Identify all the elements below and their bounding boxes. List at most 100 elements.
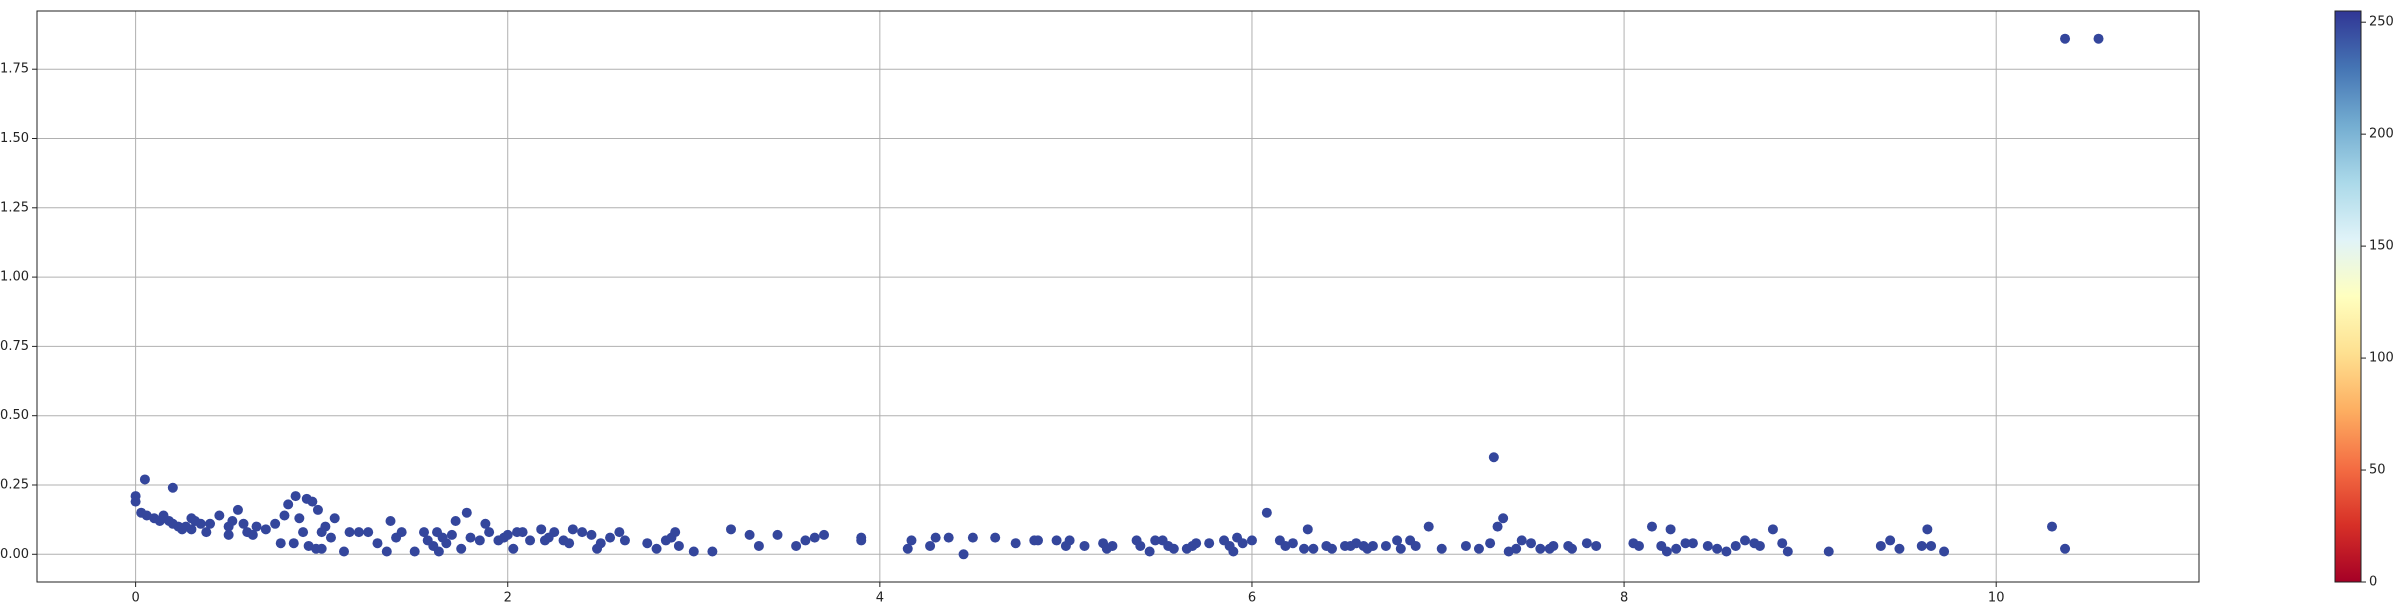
x-tick-label: 10 <box>1988 591 2005 605</box>
point <box>1894 543 1905 554</box>
point <box>312 504 323 515</box>
point <box>1939 546 1950 557</box>
point <box>1566 543 1577 554</box>
point <box>800 535 811 546</box>
point <box>772 529 783 540</box>
point <box>338 546 349 557</box>
point <box>307 496 318 507</box>
x-tick-label: 2 <box>504 591 512 605</box>
point <box>1548 540 1559 551</box>
point <box>227 516 238 527</box>
point <box>316 543 327 554</box>
point <box>753 540 764 551</box>
point <box>1191 538 1202 549</box>
y-tick-label: 0.50 <box>0 408 29 423</box>
point <box>1436 543 1447 554</box>
point <box>223 529 234 540</box>
point <box>446 529 457 540</box>
point <box>1498 513 1509 524</box>
point <box>1492 521 1503 532</box>
point <box>1754 540 1765 551</box>
x-tick-label: 0 <box>131 591 139 605</box>
point <box>461 507 472 518</box>
point <box>385 516 396 527</box>
point <box>707 546 718 557</box>
point <box>2060 543 2071 554</box>
point <box>1922 524 1933 535</box>
point <box>325 532 336 543</box>
point <box>1380 540 1391 551</box>
colorbar-tick-label: 250 <box>2369 15 2394 30</box>
x-tick-label: 6 <box>1248 591 1256 605</box>
point <box>205 518 216 529</box>
point <box>1526 538 1537 549</box>
point <box>1823 546 1834 557</box>
point <box>1237 538 1248 549</box>
colorbar-tick-label: 0 <box>2369 575 2377 590</box>
point <box>1767 524 1778 535</box>
point <box>967 532 978 543</box>
point <box>688 546 699 557</box>
point <box>1032 535 1043 546</box>
point <box>130 496 141 507</box>
point <box>1488 452 1499 463</box>
point <box>614 527 625 538</box>
point <box>1204 538 1215 549</box>
point <box>474 535 485 546</box>
point <box>484 527 495 538</box>
point <box>1460 540 1471 551</box>
x-tick-label: 8 <box>1620 591 1628 605</box>
point <box>1261 507 1272 518</box>
point <box>809 532 820 543</box>
point <box>1646 521 1657 532</box>
point <box>819 529 830 540</box>
point <box>1885 535 1896 546</box>
point <box>2093 33 2104 44</box>
point <box>549 527 560 538</box>
point <box>791 540 802 551</box>
point <box>1246 535 1257 546</box>
point <box>1661 546 1672 557</box>
point <box>290 491 301 502</box>
point <box>1591 540 1602 551</box>
point <box>433 546 444 557</box>
point <box>1712 543 1723 554</box>
point <box>1144 546 1155 557</box>
point <box>1299 543 1310 554</box>
point <box>567 524 578 535</box>
point <box>1926 540 1937 551</box>
point <box>1535 543 1546 554</box>
point <box>1782 546 1793 557</box>
point <box>2060 33 2071 44</box>
point <box>1107 540 1118 551</box>
point <box>1680 538 1691 549</box>
point <box>1287 538 1298 549</box>
point <box>564 538 575 549</box>
point <box>1916 540 1927 551</box>
point <box>930 532 941 543</box>
point <box>409 546 420 557</box>
point <box>1308 543 1319 554</box>
point <box>1740 535 1751 546</box>
point <box>1473 543 1484 554</box>
colorbar-tick-label: 200 <box>2369 127 2394 142</box>
point <box>1687 538 1698 549</box>
point <box>363 527 374 538</box>
point <box>517 527 528 538</box>
point <box>344 527 355 538</box>
colorbar-tick-label: 50 <box>2369 463 2386 478</box>
point <box>329 513 340 524</box>
point <box>195 518 206 529</box>
y-tick-label: 1.75 <box>0 62 29 77</box>
point <box>372 538 383 549</box>
point <box>1410 540 1421 551</box>
point <box>958 549 969 560</box>
point <box>619 535 630 546</box>
point <box>605 532 616 543</box>
point <box>595 538 606 549</box>
y-tick-label: 1.25 <box>0 200 29 215</box>
point <box>298 527 309 538</box>
point <box>902 543 913 554</box>
y-tick-label: 1.00 <box>0 270 29 285</box>
